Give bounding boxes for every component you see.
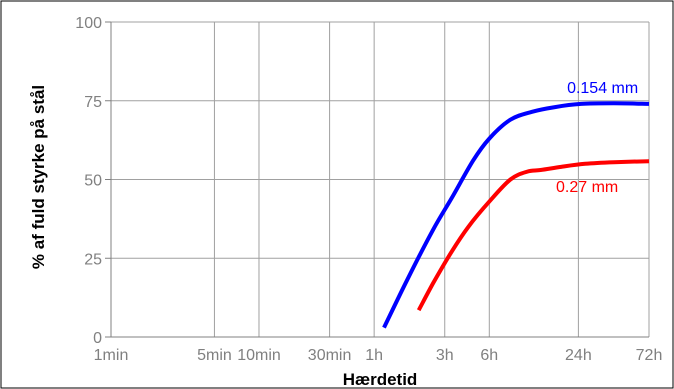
series-line-1 — [382, 101, 650, 329]
x-tick-label: 30min — [308, 347, 352, 364]
y-tick-label: 0 — [93, 330, 102, 347]
axes — [105, 21, 649, 338]
series-line-2 — [416, 159, 650, 312]
x-tick-label: 3h — [436, 347, 454, 364]
x-tick-label: 24h — [565, 347, 592, 364]
y-axis-title: % af fuld styrke på stål — [29, 85, 48, 269]
y-tick-label: 25 — [84, 251, 102, 268]
x-tick-label: 1h — [365, 347, 383, 364]
y-tick-label: 75 — [84, 94, 102, 111]
y-tick-label: 50 — [84, 173, 102, 190]
series-label-2: 0.27 mm — [556, 179, 618, 196]
x-tick-label: 1min — [94, 347, 129, 364]
x-tick-label: 10min — [237, 347, 281, 364]
x-axis-title: Hærdetid — [343, 370, 418, 389]
tick-labels: 1min 5min 10min 30min 1h 3h 6h 24h 72h 0 25 50 75 100… — [75, 15, 662, 364]
series-label-1: 0.154 mm — [567, 80, 638, 97]
x-tick-label: 5min — [197, 347, 232, 364]
y-tick-label: 100 — [75, 15, 102, 32]
x-tick-label: 72h — [636, 347, 663, 364]
grid — [111, 21, 650, 337]
series-lines — [382, 101, 650, 329]
x-tick-label: 6h — [480, 347, 498, 364]
